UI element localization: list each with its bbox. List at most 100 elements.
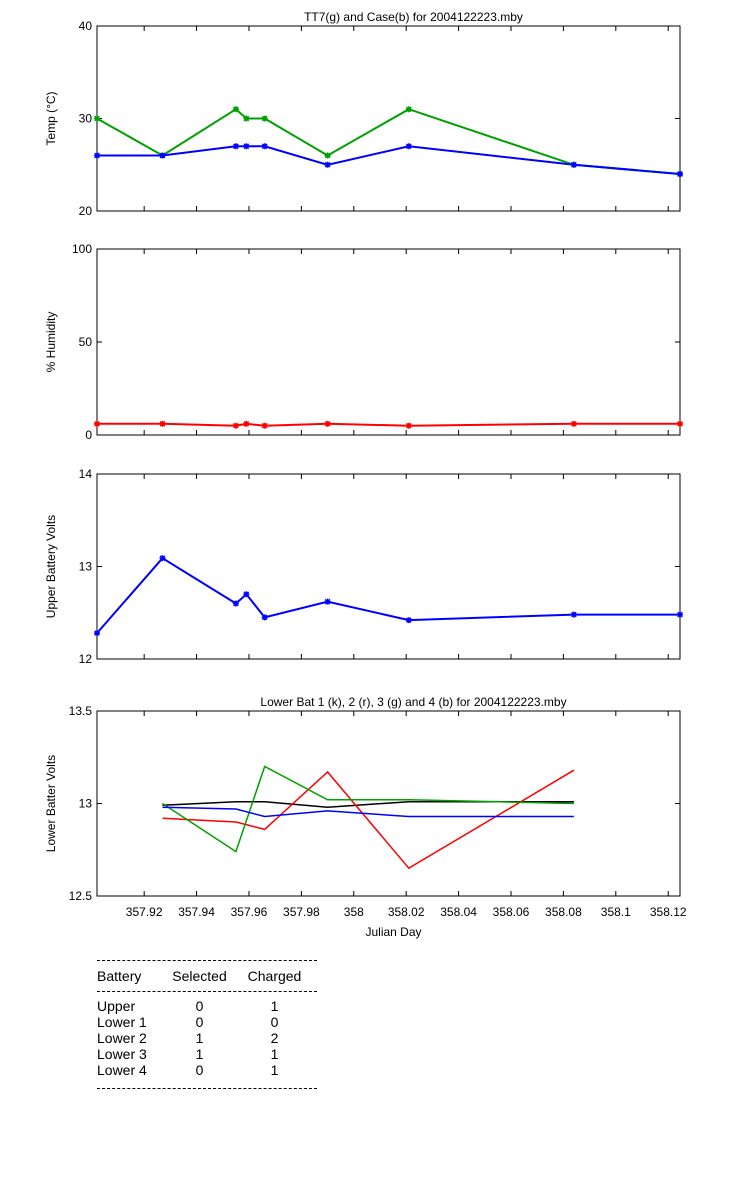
y-tick-label: 40: [79, 19, 93, 33]
data-point-marker: [243, 591, 250, 598]
data-point-marker: [261, 115, 268, 122]
table-header-row: Battery Selected Charged: [97, 961, 317, 991]
series-line-3: [162, 765, 574, 853]
data-point-marker: [159, 420, 166, 427]
chart-figure: 20 30 40 TT7(g) and Case(b) for 2004122223.…: [44, 10, 687, 939]
x-tick-label: 358: [344, 905, 364, 919]
data-point-marker: [159, 555, 166, 562]
table-row: Lower 2 1 2: [97, 1030, 317, 1046]
y-tick-label: 12: [79, 652, 93, 666]
data-point-marker: [405, 143, 412, 150]
header-charged: Charged: [247, 968, 302, 984]
y-tick-label: 13.5: [69, 704, 93, 718]
table-row: Lower 1 0 0: [97, 1014, 317, 1030]
x-tick-label: 357.92: [126, 905, 163, 919]
y-tick-label: 50: [79, 335, 93, 349]
data-point-marker: [677, 611, 683, 618]
data-point-marker: [94, 115, 100, 122]
data-point-marker: [405, 106, 412, 113]
series-line-1: [96, 107, 681, 175]
battery-name: Upper: [97, 998, 136, 1014]
plot-frame: [96, 25, 681, 212]
header-battery: Battery: [97, 968, 142, 984]
data-point-marker: [243, 143, 250, 150]
battery-selected: 0: [195, 1014, 204, 1030]
y-axis-label: Temp (°C): [44, 91, 58, 145]
x-tick-label: 357.96: [231, 905, 268, 919]
x-tick-label: 358.02: [388, 905, 425, 919]
series-line-2: [97, 145, 681, 175]
series-line-1: [96, 556, 680, 634]
x-tick-label: 358.12: [650, 905, 687, 919]
battery-charged: 0: [270, 1014, 279, 1030]
x-tick-label: 358.1: [601, 905, 631, 919]
y-tick-label: 100: [72, 242, 92, 256]
battery-charged: 2: [270, 1030, 279, 1046]
table-body: Upper 0 1 Lower 1 0 0 Lower 2 1 2 Lower …: [97, 992, 317, 1088]
y-tick-label: 12.5: [69, 889, 93, 903]
chart-panel-3: 12 13 14 Upper Battery Volts: [44, 467, 683, 666]
data-point-marker: [261, 614, 268, 621]
data-point-marker: [677, 171, 683, 177]
data-point-marker: [324, 420, 331, 427]
series-line-2: [162, 769, 575, 870]
battery-selected: 0: [195, 1062, 204, 1078]
battery-selected: 1: [195, 1046, 204, 1062]
plot-frame: [96, 248, 681, 436]
data-point-marker: [243, 420, 250, 427]
data-point-marker: [324, 598, 331, 605]
table-bottom-rule: [97, 1088, 317, 1089]
data-point-marker: [159, 152, 166, 159]
battery-selected: 1: [195, 1030, 204, 1046]
battery-table: Battery Selected Charged Upper 0 1 Lower…: [97, 960, 317, 1089]
y-tick-label: 0: [85, 428, 92, 442]
series-line-1: [97, 422, 680, 427]
y-tick-label: 13: [79, 560, 93, 574]
data-point-marker: [232, 600, 239, 607]
chart-panel-4: 357.92 357.94 357.96 357.98 358 358.02 358.04 3…: [44, 695, 687, 939]
battery-name: Lower 3: [97, 1046, 147, 1062]
table-row: Lower 3 1 1: [97, 1046, 317, 1062]
data-point-marker: [570, 611, 577, 618]
data-point-marker: [405, 422, 412, 429]
x-tick-label: 357.98: [283, 905, 320, 919]
table-header-rule: [97, 991, 317, 992]
header-selected: Selected: [172, 968, 227, 984]
y-tick-label: 14: [79, 467, 93, 481]
data-point-marker: [94, 630, 100, 637]
data-point-marker: [232, 106, 239, 113]
battery-name: Lower 2: [97, 1030, 147, 1046]
data-point-marker: [261, 422, 268, 429]
x-tick-label: 358.08: [545, 905, 582, 919]
battery-charged: 1: [270, 1062, 279, 1078]
x-tick-label: 357.94: [178, 905, 215, 919]
table-row: Upper 0 1: [97, 998, 317, 1014]
chart-panel-2: 0 50 100 % Humidity: [44, 242, 683, 442]
y-tick-label: 13: [79, 797, 93, 811]
battery-selected: 0: [195, 998, 204, 1014]
y-tick-label: 20: [79, 204, 93, 218]
table-top-rule: [97, 960, 317, 961]
data-point-marker: [324, 161, 331, 168]
y-axis-label: Lower Batter Volts: [44, 755, 58, 852]
x-tick-label: 358.06: [493, 905, 530, 919]
data-point-marker: [570, 161, 577, 168]
chart-panel-1: 20 30 40 TT7(g) and Case(b) for 2004122223.…: [44, 10, 683, 218]
plot-frame: [96, 473, 681, 660]
data-point-marker: [94, 420, 100, 427]
y-axis-label: Upper Battery Volts: [44, 515, 58, 618]
battery-charged: 1: [270, 1046, 279, 1062]
chart-title: Lower Bat 1 (k), 2 (r), 3 (g) and 4 (b) …: [260, 695, 566, 709]
table-row: Lower 4 0 1: [97, 1062, 317, 1078]
battery-charged: 1: [270, 998, 279, 1014]
series-line-1: [162, 800, 574, 808]
data-point-marker: [243, 115, 250, 122]
y-tick-label: 30: [79, 112, 93, 126]
data-point-marker: [232, 422, 239, 429]
data-point-marker: [677, 420, 683, 427]
x-axis-label: Julian Day: [365, 925, 421, 939]
battery-name: Lower 4: [97, 1062, 147, 1078]
data-point-marker: [261, 143, 268, 150]
data-point-marker: [232, 143, 239, 150]
x-tick-label: 358.04: [440, 905, 477, 919]
